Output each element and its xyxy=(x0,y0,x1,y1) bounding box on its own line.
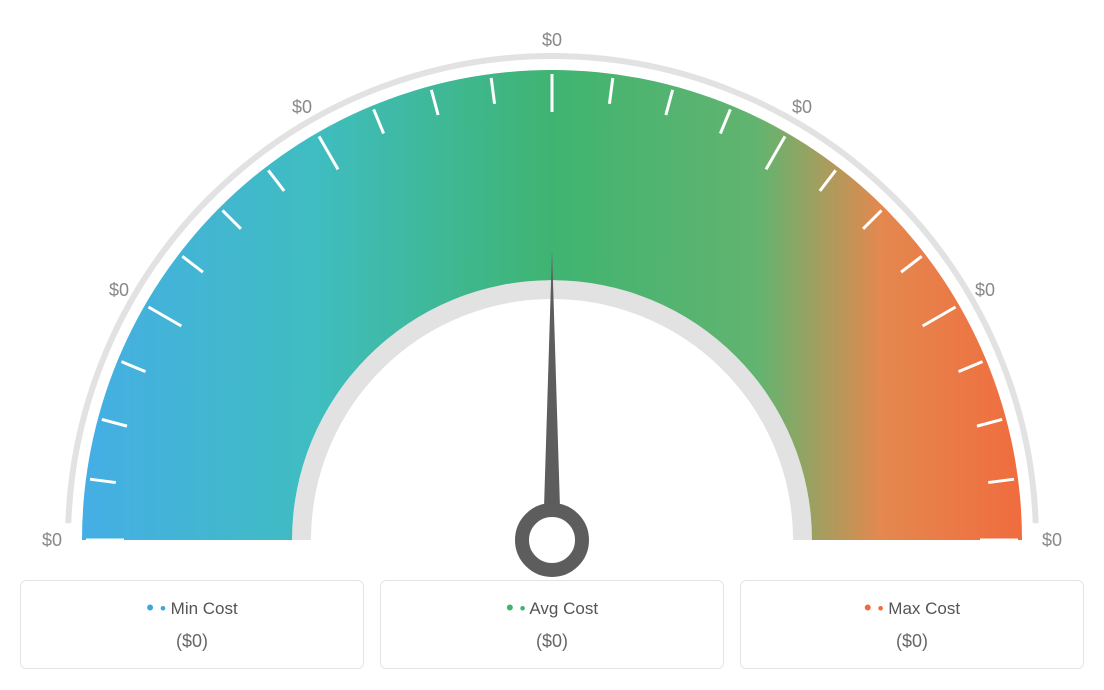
legend-avg-value: ($0) xyxy=(393,631,711,652)
legend-card-avg: • Avg Cost ($0) xyxy=(380,580,724,669)
legend-avg-title: • Avg Cost xyxy=(393,595,711,621)
legend-min-title: • Min Cost xyxy=(33,595,351,621)
svg-text:$0: $0 xyxy=(542,30,562,50)
legend-min-value: ($0) xyxy=(33,631,351,652)
svg-text:$0: $0 xyxy=(42,530,62,550)
svg-text:$0: $0 xyxy=(292,97,312,117)
gauge-chart: $0 $0 $0 $0 $0 $0 $0 xyxy=(20,20,1084,580)
legend-card-max: • Max Cost ($0) xyxy=(740,580,1084,669)
svg-text:$0: $0 xyxy=(792,97,812,117)
gauge-svg: $0 $0 $0 $0 $0 $0 $0 xyxy=(20,20,1084,580)
legend-card-min: • Min Cost ($0) xyxy=(20,580,364,669)
svg-text:$0: $0 xyxy=(975,280,995,300)
svg-text:$0: $0 xyxy=(1042,530,1062,550)
legend-max-title: • Max Cost xyxy=(753,595,1071,621)
legend-row: • Min Cost ($0) • Avg Cost ($0) • Max Co… xyxy=(20,580,1084,669)
legend-max-value: ($0) xyxy=(753,631,1071,652)
svg-text:$0: $0 xyxy=(109,280,129,300)
